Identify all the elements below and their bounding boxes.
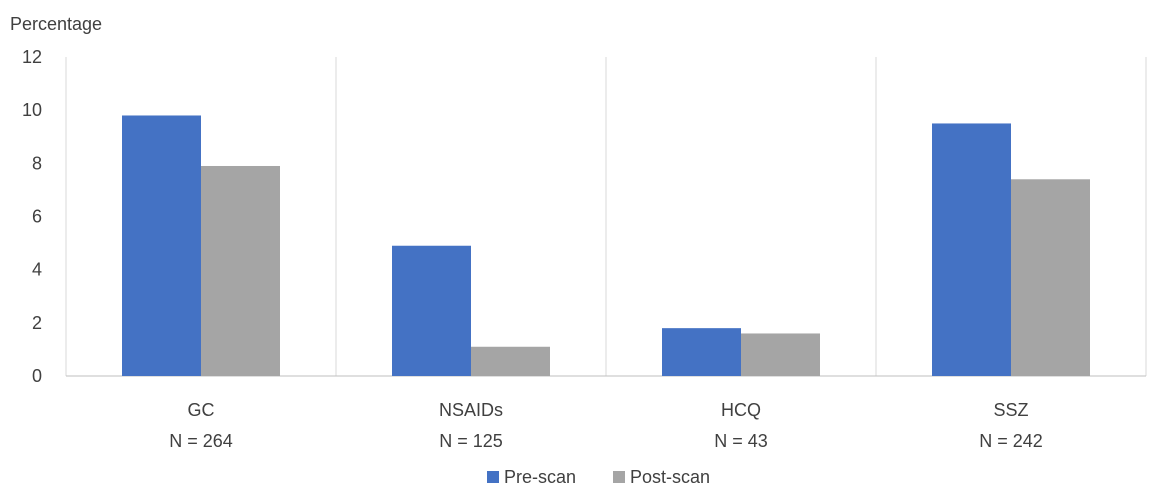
bar-pre-scan-hcq xyxy=(662,328,741,376)
category-label: NSAIDs xyxy=(439,400,503,420)
category-n-label: N = 125 xyxy=(439,431,503,451)
category-label: GC xyxy=(188,400,215,420)
y-tick-label: 10 xyxy=(22,100,42,120)
legend-swatch xyxy=(613,471,625,483)
y-tick-label: 4 xyxy=(32,260,42,280)
y-tick-label: 0 xyxy=(32,366,42,386)
y-tick-label: 12 xyxy=(22,47,42,67)
y-axis-ticks: 0 2 4 6 8 10 12 xyxy=(22,47,42,386)
legend-label: Pre-scan xyxy=(504,467,576,487)
bar-post-scan-gc xyxy=(201,165,280,376)
category-label: HCQ xyxy=(721,400,761,420)
category-n-label: N = 264 xyxy=(169,431,233,451)
y-tick-label: 6 xyxy=(32,207,42,227)
bar-pre-scan-ssz xyxy=(932,123,1011,376)
category-n-label: N = 43 xyxy=(714,431,768,451)
y-axis-label: Percentage xyxy=(10,14,102,34)
bar-post-scan-ssz xyxy=(1011,179,1090,376)
legend: Pre-scan Post-scan xyxy=(487,467,710,487)
x-axis-labels: GC N = 264 NSAIDs N = 125 HCQ N = 43 SSZ N = 24… xyxy=(169,400,1043,451)
bar-post-scan-hcq xyxy=(741,333,820,376)
legend-label: Post-scan xyxy=(630,467,710,487)
category-n-label: N = 242 xyxy=(979,431,1043,451)
bar-pre-scan-nsaids xyxy=(392,245,471,376)
legend-swatch xyxy=(487,471,499,483)
bar-pre-scan-gc xyxy=(122,115,201,376)
category-label: SSZ xyxy=(993,400,1028,420)
y-tick-label: 2 xyxy=(32,313,42,333)
bar-post-scan-nsaids xyxy=(471,346,550,376)
bars xyxy=(122,115,1090,376)
y-tick-label: 8 xyxy=(32,153,42,173)
